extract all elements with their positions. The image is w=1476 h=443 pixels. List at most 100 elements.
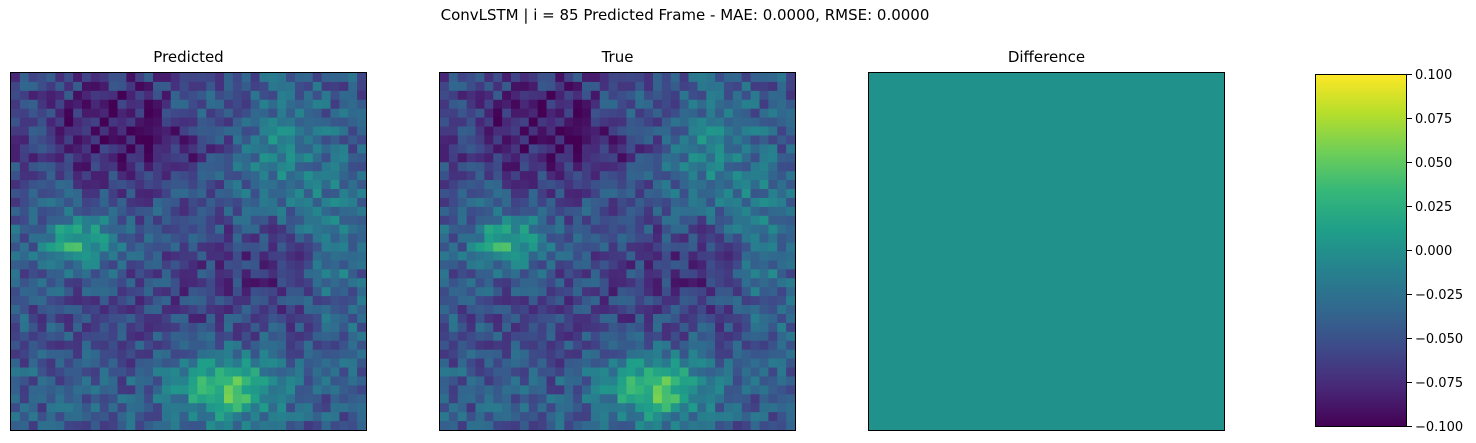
heatmap-cell [179,242,189,252]
heatmap-cell [661,394,672,404]
heatmap-cell [644,99,654,110]
heatmap-cell [357,108,366,119]
heatmap-cell [117,189,127,199]
heatmap-cell [573,376,583,386]
heatmap-cell [670,367,681,377]
heatmap-cell [46,162,56,172]
heatmap-cell [321,385,331,395]
heatmap-cell [250,340,260,351]
heatmap-cell [786,367,795,377]
heatmap-cell [777,421,787,430]
heatmap-cell [448,180,459,190]
heatmap-cell [11,135,21,145]
heatmap-cell [82,287,92,297]
heatmap-cell [259,340,269,351]
heatmap-cell [564,296,574,306]
heatmap-cell [741,90,752,101]
heatmap-cell [170,153,181,163]
heatmap-cell [144,135,154,145]
heatmap-cell [599,421,610,430]
heatmap-cell [188,394,198,404]
heatmap-cell [348,73,358,83]
heatmap-cell [448,171,459,181]
heatmap-cell [99,358,110,368]
heatmap-cell [777,367,787,377]
heatmap-cell [768,349,778,359]
heatmap-cell [73,135,83,145]
heatmap-cell [126,367,136,377]
heatmap-cell [670,73,681,83]
heatmap-cell [73,322,83,333]
heatmap-cell [759,340,769,351]
heatmap-cell [277,153,287,163]
heatmap-cell [590,162,601,172]
heatmap-cell [144,322,154,333]
heatmap-cell [82,358,92,368]
heatmap-cell [144,313,154,324]
heatmap-cell [135,108,145,119]
heatmap-cell [197,269,207,279]
heatmap-cell [582,162,592,172]
heatmap-cell [670,242,681,252]
heatmap-cell [46,126,56,136]
heatmap-cell [11,171,21,181]
heatmap-cell [440,358,450,368]
heatmap-cell [37,349,47,359]
heatmap-cell [617,99,627,110]
heatmap-cell [232,153,243,163]
heatmap-cell [573,90,583,101]
heatmap-cell [661,99,672,110]
heatmap-cell [670,233,681,243]
heatmap-cell [126,251,136,261]
heatmap-cell [321,358,331,368]
heatmap-cell [493,296,503,306]
heatmap-cell [759,313,769,324]
heatmap-cell [144,296,154,306]
heatmap-cell [28,90,39,101]
heatmap-cell [475,358,485,368]
heatmap-cell [90,260,101,270]
heatmap-cell [64,269,74,279]
heatmap-cell [144,224,154,235]
heatmap-cell [64,358,74,368]
heatmap-cell [357,233,366,243]
heatmap-cell [582,313,592,324]
heatmap-cell [528,206,539,217]
heatmap-cell [706,206,716,217]
heatmap-cell [250,171,260,181]
heatmap-cell [448,73,459,83]
heatmap-cell [161,135,172,145]
heatmap-cell [28,189,39,199]
heatmap-cell [679,412,689,422]
heatmap-cell [153,73,163,83]
predicted-panel: Predicted [10,48,367,431]
heatmap-cell [161,197,172,208]
heatmap-cell [546,215,556,226]
heatmap-cell [786,287,795,297]
heatmap-cell [277,171,287,181]
heatmap-cell [357,376,366,386]
heatmap-cell [661,385,672,395]
heatmap-cell [28,99,39,110]
heatmap-cell [188,233,198,243]
heatmap-cell [599,260,610,270]
heatmap-cell [768,81,778,92]
heatmap-cell [286,269,296,279]
heatmap-cell [99,90,110,101]
heatmap-cell [250,117,260,127]
heatmap-cell [197,197,207,208]
heatmap-cell [99,171,110,181]
heatmap-cell [626,322,636,333]
heatmap-cell [250,144,260,154]
heatmap-cell [457,126,468,136]
heatmap-cell [502,126,512,136]
heatmap-cell [232,81,243,92]
heatmap-cell [582,117,592,127]
heatmap-cell [206,215,216,226]
heatmap-cell [555,331,565,342]
heatmap-cell [357,197,366,208]
heatmap-cell [99,287,110,297]
heatmap-cell [688,81,698,92]
heatmap-cell [750,313,760,324]
heatmap-cell [724,421,734,430]
